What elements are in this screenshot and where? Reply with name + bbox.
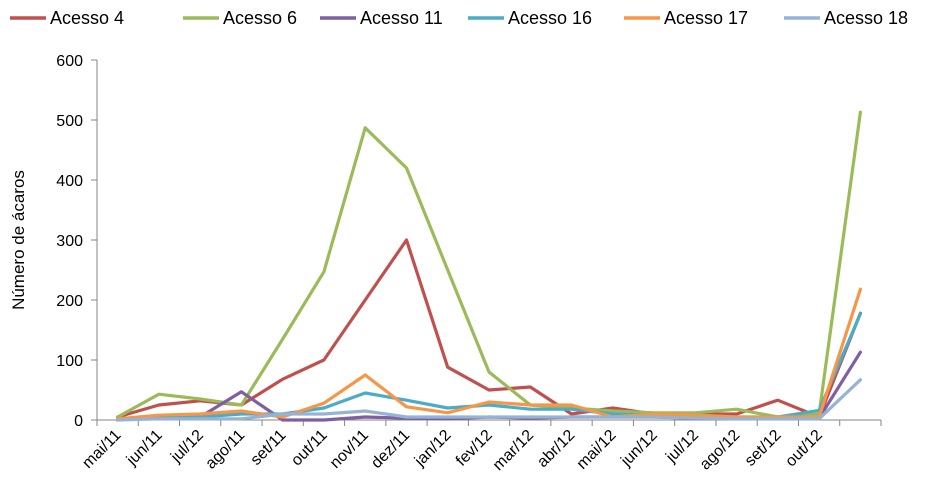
series-line-5 <box>115 287 863 421</box>
x-tick-label: jun/12 <box>617 427 661 471</box>
x-tick-label: nov/11 <box>327 427 372 472</box>
legend-label: Acesso 6 <box>223 8 297 28</box>
x-tick-label: mai/12 <box>574 427 620 473</box>
y-tick-label: 100 <box>56 353 83 370</box>
x-tick-label: abr/12 <box>534 427 578 471</box>
legend: Acesso 4 Acesso 6 Acesso 11 Acesso 16 Acesso… <box>10 8 908 28</box>
series-line-2 <box>115 110 863 419</box>
legend-label: Acesso 11 <box>360 8 443 28</box>
y-tick-label: 400 <box>56 173 83 190</box>
legend-label: Acesso 17 <box>664 8 748 28</box>
y-tick-label: 600 <box>56 53 83 70</box>
x-tick-label: mai/11 <box>79 427 124 472</box>
x-tick-label: ago/11 <box>202 427 248 473</box>
legend-label: Acesso 4 <box>50 8 124 28</box>
y-tick-label: 0 <box>74 413 83 430</box>
series-line-1 <box>115 238 863 419</box>
legend-label: Acesso 18 <box>824 8 908 28</box>
x-tick-label: jul/12 <box>167 427 207 467</box>
y-tick-label: 200 <box>56 293 83 310</box>
x-tick-label: set/12 <box>742 427 785 470</box>
x-tick-label: set/11 <box>248 427 290 469</box>
x-tick-label: out/12 <box>782 427 826 471</box>
series-line-6 <box>115 378 863 422</box>
y-ticks: 0 100 200 300 400 500 600 <box>56 53 97 430</box>
x-tick-label: ago/12 <box>697 427 744 474</box>
x-tick-label: dez/11 <box>368 427 413 472</box>
y-tick-label: 500 <box>56 113 83 130</box>
x-tick-label: jun/11 <box>123 427 166 470</box>
y-axis-title: Número de ácaros <box>9 170 28 310</box>
x-tick-label: fev/12 <box>453 427 496 470</box>
legend-label: Acesso 16 <box>508 8 592 28</box>
x-tick-label: jan/12 <box>411 427 455 471</box>
axes <box>96 60 881 421</box>
x-tick-label: mar/12 <box>490 427 537 474</box>
plot-area <box>115 110 863 422</box>
x-tick-label: out/11 <box>288 427 331 470</box>
y-tick-label: 300 <box>56 233 83 250</box>
